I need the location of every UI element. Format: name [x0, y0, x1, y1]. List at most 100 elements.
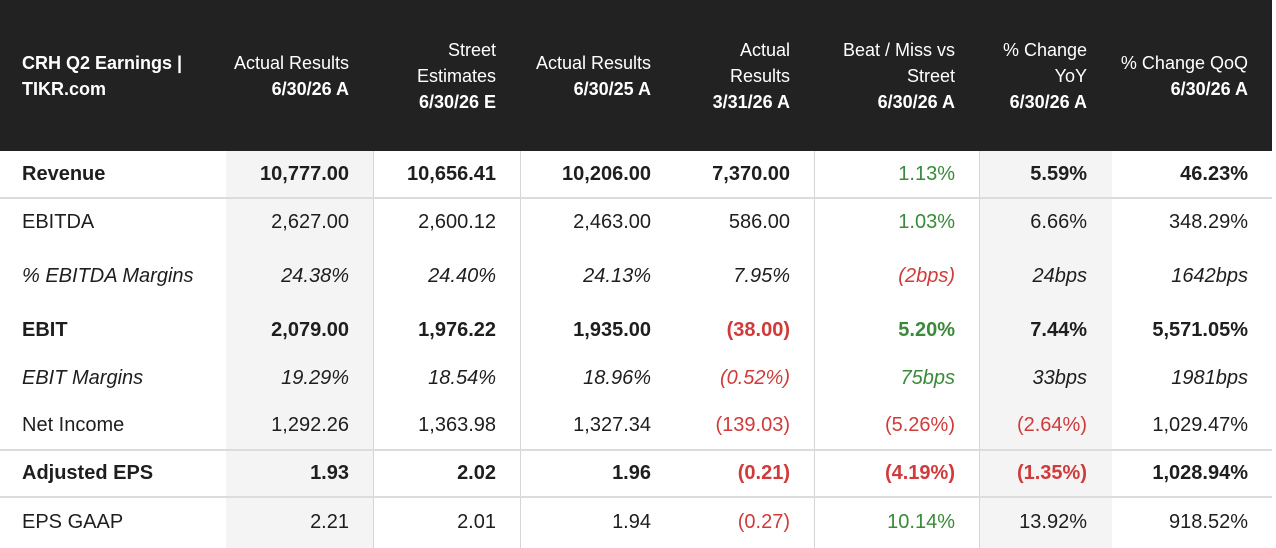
table-cell: (5.26%) — [884, 414, 955, 436]
row-divider — [0, 197, 1272, 199]
row-label: Adjusted EPS — [22, 461, 154, 484]
table-cell: 1,028.94% — [1152, 461, 1248, 484]
column-header-date: 3/31/26 A — [712, 91, 790, 112]
table-row[interactable]: Adjusted EPS 1.93 2.02 1.96 (0.21) (4.19… — [0, 449, 1272, 497]
row-label: % EBITDA Margins — [22, 265, 194, 287]
yoy-column-shade — [980, 151, 1112, 548]
table-cell: (2.64%) — [1016, 414, 1087, 436]
column-header[interactable]: Street Estimates 6/30/26 E — [373, 0, 520, 151]
table-cell: 1,976.22 — [418, 318, 496, 341]
column-header[interactable]: Actual Results 3/31/26 A — [675, 0, 814, 151]
table-cell: 5.20% — [898, 318, 955, 341]
row-label: EBITDA — [22, 210, 95, 233]
row-label: EBIT Margins — [22, 367, 144, 389]
row-label: Net Income — [22, 414, 125, 436]
table-cell: 1.93 — [310, 461, 349, 484]
table-cell: 10.14% — [887, 510, 955, 533]
actual-column-shade — [226, 151, 373, 548]
column-header[interactable]: Beat / Miss vs Street 6/30/26 A — [814, 0, 979, 151]
table-cell: (1.35%) — [1016, 461, 1087, 484]
table-cell: 1,935.00 — [573, 318, 651, 341]
table-cell: 1,029.47% — [1152, 414, 1248, 436]
column-divider — [520, 151, 521, 548]
column-divider — [373, 151, 374, 548]
table-cell: 1981bps — [1171, 367, 1248, 389]
table-header-row: CRH Q2 Earnings | TIKR.com Actual Result… — [0, 0, 1272, 151]
table-cell: 46.23% — [1180, 162, 1248, 185]
column-header[interactable]: Actual Results 6/30/25 A — [520, 0, 675, 151]
table-row[interactable]: EBIT Margins 19.29% 18.54% 18.96% (0.52%… — [0, 355, 1272, 402]
table-cell: 1.03% — [898, 210, 955, 233]
table-cell: 2,600.12 — [418, 210, 496, 233]
table-cell: 2,463.00 — [573, 210, 651, 233]
table-cell: (139.03) — [715, 414, 791, 436]
table-row[interactable]: Revenue 10,777.00 10,656.41 10,206.00 7,… — [0, 151, 1272, 197]
table-cell: 2.21 — [310, 510, 349, 533]
column-header-label: % Change QoQ — [1120, 52, 1248, 73]
table-cell: 348.29% — [1169, 210, 1248, 233]
table-cell: (2bps) — [898, 264, 955, 287]
column-header-date: 6/30/26 A — [1009, 91, 1087, 112]
column-header-label: Actual Results — [535, 52, 651, 73]
table-cell: 7.44% — [1030, 318, 1087, 341]
table-cell: 24.13% — [583, 264, 651, 287]
column-header[interactable]: % Change QoQ 6/30/26 A — [1111, 0, 1272, 151]
column-header-date: 6/30/25 A — [573, 78, 651, 99]
table-cell: 1.94 — [612, 510, 651, 533]
table-row[interactable]: EPS GAAP 2.21 2.01 1.94 (0.27) 10.14% 13… — [0, 497, 1272, 547]
column-divider — [979, 151, 980, 548]
row-divider — [0, 449, 1272, 451]
column-header-date: 6/30/26 E — [418, 91, 496, 112]
table-cell: 10,206.00 — [562, 162, 651, 185]
column-header-label: Beat / Miss vs Street — [842, 39, 955, 86]
table-cell: 586.00 — [728, 210, 790, 233]
table-cell: 1,363.98 — [418, 414, 496, 436]
table-cell: 2.02 — [457, 461, 496, 484]
table-cell: 10,656.41 — [407, 162, 496, 185]
row-divider — [0, 496, 1272, 498]
row-label: EPS GAAP — [22, 510, 124, 533]
row-label: EBIT — [22, 318, 68, 341]
column-header-label: Actual Results — [729, 39, 790, 86]
column-header[interactable]: % Change YoY 6/30/26 A — [979, 0, 1111, 151]
column-header[interactable]: Actual Results 6/30/26 A — [225, 0, 373, 151]
table-cell: 24.40% — [428, 264, 496, 287]
column-header-date: 6/30/26 A — [1170, 78, 1248, 99]
table-cell: 2.01 — [457, 510, 496, 533]
table-cell: 1.13% — [898, 162, 955, 185]
table-cell: 18.54% — [428, 367, 496, 389]
table-cell: 1,292.26 — [271, 414, 349, 436]
table-cell: 6.66% — [1030, 210, 1087, 233]
column-header-date: 6/30/26 A — [271, 78, 349, 99]
table-cell: 7,370.00 — [712, 162, 790, 185]
column-header-label: % Change YoY — [1002, 39, 1087, 86]
table-cell: 7.95% — [733, 264, 790, 287]
table-cell: (4.19%) — [884, 461, 955, 484]
table-row[interactable]: EBIT 2,079.00 1,976.22 1,935.00 (38.00) … — [0, 305, 1272, 355]
table-cell: 5.59% — [1030, 162, 1087, 185]
table-row[interactable]: Net Income 1,292.26 1,363.98 1,327.34 (1… — [0, 402, 1272, 449]
table-cell: 10,777.00 — [260, 162, 349, 185]
row-label: Revenue — [22, 162, 106, 185]
table-cell: 75bps — [900, 367, 956, 389]
table-cell: 2,627.00 — [271, 210, 349, 233]
table-cell: 1,327.34 — [573, 414, 651, 436]
table-cell: (0.52%) — [719, 367, 790, 389]
table-cell: 18.96% — [583, 367, 651, 389]
table-cell: 33bps — [1032, 367, 1088, 389]
table-cell: 1642bps — [1171, 264, 1248, 287]
table-row[interactable]: EBITDA 2,627.00 2,600.12 2,463.00 586.00… — [0, 197, 1272, 247]
table-cell: 1.96 — [612, 461, 651, 484]
column-header-label: Actual Results — [233, 52, 349, 73]
table-cell: 918.52% — [1169, 510, 1248, 533]
table-row[interactable]: % EBITDA Margins 24.38% 24.40% 24.13% 7.… — [0, 247, 1272, 305]
table-title: CRH Q2 Earnings | TIKR.com — [22, 52, 183, 99]
table-cell: (0.27) — [737, 510, 790, 533]
table-cell: (38.00) — [726, 318, 790, 341]
column-divider — [814, 151, 815, 548]
table-cell: 19.29% — [281, 367, 349, 389]
table-cell: 24bps — [1032, 264, 1088, 287]
column-header-label: Street Estimates — [416, 39, 496, 86]
table-cell: 24.38% — [281, 264, 349, 287]
